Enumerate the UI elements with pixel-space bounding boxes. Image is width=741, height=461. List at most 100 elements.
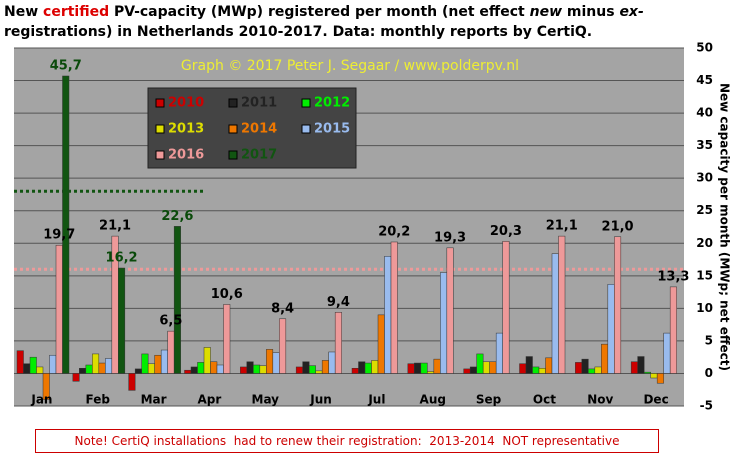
bar	[279, 318, 287, 374]
title-part: minus	[562, 4, 620, 20]
bar	[663, 332, 671, 374]
bar	[203, 347, 211, 374]
bar	[351, 367, 359, 374]
bar	[420, 362, 428, 374]
legend-swatch	[155, 124, 165, 134]
bar	[29, 356, 37, 374]
bar	[427, 371, 435, 374]
bar	[334, 312, 342, 374]
bar	[469, 366, 477, 374]
bar	[272, 352, 280, 374]
bar	[588, 368, 596, 374]
bar	[79, 367, 87, 374]
value-label: 13,3	[657, 269, 689, 284]
y-tick-label: 40	[696, 106, 713, 120]
bar	[295, 366, 303, 374]
bar	[184, 369, 192, 374]
bar	[581, 358, 589, 374]
legend-label: 2011	[241, 96, 277, 111]
legend-swatch	[228, 98, 238, 108]
bar	[302, 361, 310, 374]
bar	[72, 373, 80, 382]
bar	[266, 349, 274, 374]
x-tick-label: Apr	[198, 393, 222, 407]
bar	[105, 358, 113, 374]
legend-swatch	[301, 124, 311, 134]
bar	[614, 236, 622, 374]
value-label: 8,4	[271, 301, 294, 316]
bar	[49, 354, 57, 374]
x-tick-label: Nov	[587, 393, 613, 407]
title-part: New	[4, 4, 44, 20]
bar	[92, 353, 100, 374]
bar	[446, 247, 454, 374]
bar	[545, 357, 553, 374]
bar	[85, 364, 93, 374]
bar	[315, 370, 323, 374]
bar	[643, 371, 651, 374]
bar	[669, 286, 677, 374]
bar	[371, 360, 379, 374]
bar	[147, 363, 155, 374]
value-label: 45,7	[50, 58, 82, 73]
x-tick-label: Aug	[420, 393, 446, 407]
legend-swatch	[228, 150, 238, 160]
value-label: 21,1	[546, 219, 578, 234]
bar	[482, 361, 490, 374]
x-tick-label: Feb	[86, 393, 111, 407]
y-tick-label: 45	[696, 73, 713, 87]
y-tick-label: 5	[705, 333, 713, 347]
value-label: 21,0	[602, 219, 634, 234]
bar	[433, 358, 441, 374]
bar	[173, 226, 181, 374]
bar	[656, 373, 664, 384]
watermark: Graph © 2017 Peter J. Segaar / www.polde…	[181, 58, 519, 74]
bar	[141, 353, 149, 374]
value-label: 19,3	[434, 230, 466, 245]
legend-swatch	[155, 98, 165, 108]
y-tick-label: 50	[696, 41, 713, 55]
bar	[160, 349, 168, 374]
value-label: 19,7	[43, 228, 75, 243]
bar	[55, 244, 63, 374]
bar	[36, 366, 44, 374]
y-axis-label: New capacity per month (MWp; net effect)	[718, 83, 732, 371]
y-tick-label: 15	[696, 268, 713, 282]
bar	[16, 350, 24, 374]
bar	[532, 366, 540, 374]
bar	[519, 363, 527, 374]
legend-label: 2012	[314, 96, 350, 111]
bar	[42, 373, 50, 400]
bar	[650, 373, 658, 379]
x-tick-label: Jun	[309, 393, 332, 407]
value-label: 16,2	[106, 251, 138, 266]
note: Note! CertiQ installations had to renew …	[35, 429, 659, 453]
bar	[601, 343, 609, 374]
bar	[538, 367, 546, 374]
value-label: 10,6	[211, 287, 243, 302]
bar	[62, 75, 70, 374]
bar	[489, 361, 497, 374]
legend-label: 2010	[168, 96, 204, 111]
bar	[259, 365, 267, 374]
bar	[607, 284, 615, 374]
bar	[118, 267, 126, 374]
bar	[440, 272, 448, 374]
bar	[253, 364, 261, 374]
bar	[384, 256, 392, 374]
y-tick-label: -5	[700, 399, 713, 413]
legend-label: 2017	[241, 148, 277, 163]
bar	[495, 332, 503, 374]
bar	[407, 363, 415, 374]
title-part: ex-	[619, 4, 644, 20]
bar	[128, 373, 136, 391]
bar	[414, 362, 422, 374]
bar	[154, 354, 162, 374]
x-tick-label: May	[252, 393, 280, 407]
y-tick-label: 35	[696, 138, 713, 152]
y-tick-label: 30	[696, 171, 713, 185]
bar	[328, 351, 336, 374]
bar	[23, 363, 31, 374]
x-tick-label: Jul	[367, 393, 385, 407]
